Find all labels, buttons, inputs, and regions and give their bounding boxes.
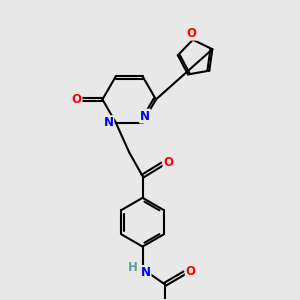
Text: O: O — [164, 156, 173, 169]
Text: O: O — [186, 265, 196, 278]
Text: O: O — [72, 93, 82, 106]
Text: N: N — [103, 116, 113, 129]
Text: N: N — [140, 266, 151, 279]
Text: O: O — [186, 27, 197, 40]
Text: N: N — [140, 110, 150, 123]
Text: H: H — [128, 261, 138, 274]
